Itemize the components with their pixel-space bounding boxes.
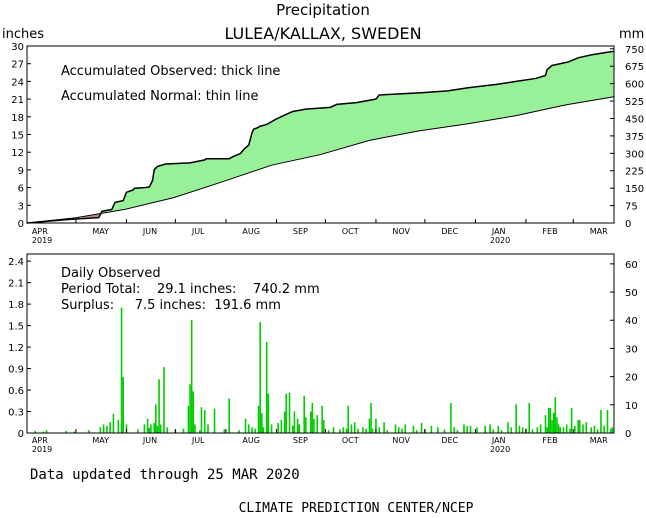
top-month-label: JUN [142,227,157,236]
bottom-year-label: 2019 [32,445,52,454]
left-unit-label: inches [2,27,44,42]
top-right-tick-label: 300 [625,149,644,160]
surplus-text: Surplus: 7.5 inches: 191.6 mm [61,298,281,313]
bottom-right-tick-label: 10 [625,401,638,412]
top-month-label: JUL [191,227,205,236]
legend-normal: Accumulated Normal: thin line [61,89,259,104]
top-right-tick-label: 0 [625,219,631,230]
top-right-tick-label: 450 [625,114,644,125]
top-month-label: FEB [542,227,557,236]
daily-bars [34,307,614,433]
top-left-tick-label: 9 [18,166,24,177]
top-right-tick-label: 525 [625,97,644,108]
bottom-left-tick-label: 0.3 [8,408,24,419]
top-month-label: NOV [392,227,410,236]
top-left-tick-label: 27 [11,60,24,71]
bottom-month-label: JUN [142,436,157,445]
bottom-month-label: JAN [491,436,506,445]
top-right-tick-label: 675 [625,62,644,73]
bottom-month-label: FEB [542,436,557,445]
top-month-label: APR [32,227,48,236]
top-left-tick-label: 0 [18,219,24,230]
top-year-label: 2019 [32,236,52,245]
bottom-left-tick-label: 0.9 [8,365,24,376]
bottom-plot-frame [26,253,615,434]
bottom-left-tick-label: 1.8 [8,300,24,311]
bottom-left-tick-label: 0 [18,429,24,440]
bottom-right-tick-label: 0 [625,429,631,440]
bottom-right-tick-label: 60 [625,260,638,271]
top-right-tick-label: 375 [625,132,644,143]
top-month-label: MAY [92,227,109,236]
legend-observed: Accumulated Observed: thick line [61,64,280,79]
bottom-month-label: AUG [242,436,260,445]
accumulated-panel: 0369121518212427300751502253003754505256… [11,42,644,245]
bottom-left-tick-label: 2.1 [8,279,24,290]
top-axes: 0369121518212427300751502253003754505256… [11,42,644,245]
bottom-month-label: OCT [342,436,359,445]
top-right-tick-label: 600 [625,80,644,91]
bottom-month-label: DEC [441,436,458,445]
bottom-month-label: NOV [392,436,410,445]
top-left-tick-label: 21 [11,95,24,106]
chart-title: Precipitation [276,1,370,19]
bottom-left-tick-label: 0.6 [8,386,24,397]
top-left-tick-label: 12 [11,148,24,159]
top-right-tick-label: 225 [625,167,644,178]
top-left-tick-label: 3 [18,201,24,212]
top-left-tick-label: 24 [11,77,24,88]
top-left-tick-label: 30 [11,42,24,53]
top-left-tick-label: 18 [11,113,24,124]
bottom-month-label: MAY [92,436,109,445]
top-right-tick-label: 75 [625,202,638,213]
bottom-month-label: SEP [293,436,308,445]
bottom-left-tick-label: 1.2 [8,343,24,354]
top-left-tick-label: 15 [11,131,24,142]
top-month-label: SEP [293,227,308,236]
bottom-right-tick-label: 40 [625,316,638,327]
credit-footer: CLIMATE PREDICTION CENTER/NCEP [239,501,474,516]
right-unit-label: mm [619,27,644,42]
bottom-month-label: JUL [191,436,205,445]
top-year-label: 2020 [490,236,510,245]
chart-subtitle: LULEA/KALLAX, SWEDEN [224,24,421,43]
top-month-label: JAN [491,227,506,236]
top-month-label: MAR [590,227,608,236]
surplus-area [102,51,614,214]
bottom-left-tick-label: 2.4 [8,257,24,268]
deficit-area [28,211,103,223]
period-total-text: Period Total: 29.1 inches: 740.2 mm [61,282,320,297]
bottom-right-tick-label: 20 [625,373,638,384]
bottom-month-label: MAR [590,436,608,445]
top-right-tick-label: 150 [625,184,644,195]
bottom-axes: 0 0.3 0.6 0.9 1.2 1.5 1.8 2.1 2.4 0 10 20 30 40 50 60 AP… [8,257,638,454]
bottom-left-tick-label: 1.5 [8,322,24,333]
updated-footer: Data updated through 25 MAR 2020 [30,467,300,483]
observed-line [26,50,615,224]
top-right-tick-label: 750 [625,45,644,56]
daily-panel: 0 0.3 0.6 0.9 1.2 1.5 1.8 2.1 2.4 0 10 20 30 40 50 60 AP… [8,253,638,454]
top-left-tick-label: 6 [18,184,24,195]
bottom-right-tick-label: 50 [625,288,638,299]
top-month-label: DEC [441,227,458,236]
top-month-label: AUG [242,227,260,236]
top-month-label: OCT [342,227,359,236]
bottom-year-label: 2020 [490,445,510,454]
bottom-month-label: APR [32,436,48,445]
bottom-right-tick-label: 30 [625,344,638,355]
normal-line [26,96,615,224]
daily-observed-label: Daily Observed [61,266,161,281]
